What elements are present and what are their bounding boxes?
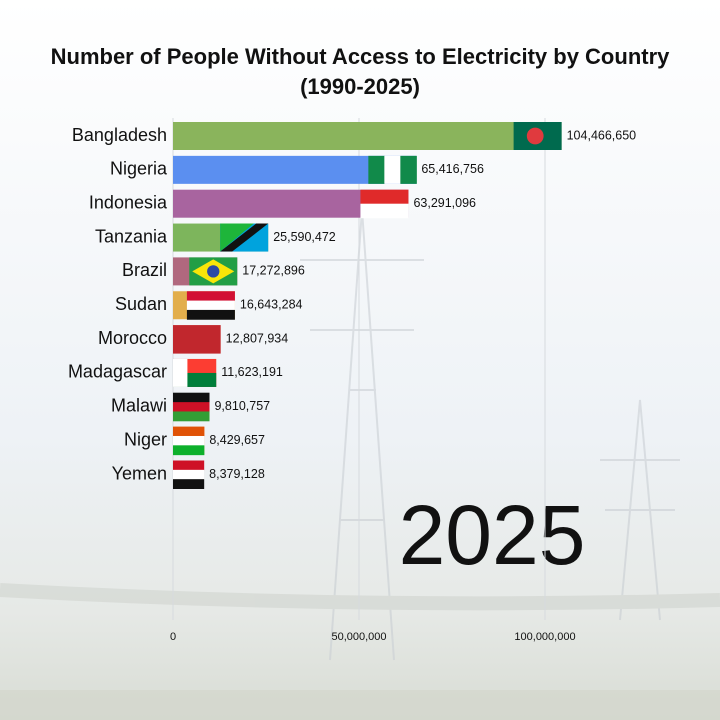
y-tick-label: Brazil xyxy=(122,260,167,280)
flag-part xyxy=(368,155,385,184)
flag-part xyxy=(526,127,544,145)
x-tick-label: 50,000,000 xyxy=(331,631,386,643)
y-tick-label: Indonesia xyxy=(89,192,168,212)
flag xyxy=(368,155,417,184)
y-tick-label: Yemen xyxy=(112,463,167,483)
value-label: 8,429,657 xyxy=(209,433,265,447)
y-tick-label: Niger xyxy=(124,429,167,449)
flag-part xyxy=(186,291,235,302)
flag-part xyxy=(173,426,205,437)
flag xyxy=(189,257,238,286)
flag-part xyxy=(173,435,205,446)
year-label: 2025 xyxy=(399,488,586,582)
value-label: 104,466,650 xyxy=(567,128,637,142)
chart-subtitle: (1990-2025) xyxy=(300,74,420,99)
flag-part xyxy=(186,300,235,311)
y-tick-label: Morocco xyxy=(98,328,167,348)
y-tick-label: Bangladesh xyxy=(72,125,167,145)
flag-part xyxy=(220,223,254,252)
flag-part xyxy=(173,445,205,456)
value-label: 17,272,896 xyxy=(242,264,305,278)
flag-part xyxy=(360,189,409,205)
flag xyxy=(513,122,562,150)
flag-part xyxy=(173,358,188,387)
y-tick-label: Tanzania xyxy=(95,226,168,246)
value-label: 8,379,128 xyxy=(209,467,265,481)
x-tick-label: 100,000,000 xyxy=(514,631,575,643)
y-tick-label: Madagascar xyxy=(68,362,167,382)
flag-part xyxy=(400,155,417,184)
flag-part xyxy=(384,155,401,184)
y-tick-label: Sudan xyxy=(115,294,167,314)
y-tick-label: Malawi xyxy=(111,396,167,416)
flag-part xyxy=(360,203,409,219)
plot: Bangladesh 104,466,650 Nigeria 65,416,756 In… xyxy=(68,122,636,489)
value-label: 12,807,934 xyxy=(226,331,289,345)
ground xyxy=(0,690,720,720)
flag xyxy=(360,189,409,219)
flag-part xyxy=(220,223,269,252)
flag xyxy=(173,392,210,422)
flag xyxy=(173,358,217,387)
chart-title: Number of People Without Access to Elect… xyxy=(51,44,671,69)
value-label: 63,291,096 xyxy=(413,196,476,210)
flag xyxy=(186,291,235,320)
flag-part xyxy=(173,392,210,403)
flag-part xyxy=(186,309,235,320)
flag-part xyxy=(173,469,205,480)
value-label: 9,810,757 xyxy=(214,399,270,413)
flag-part xyxy=(173,325,221,354)
flag xyxy=(220,223,269,252)
value-label: 65,416,756 xyxy=(421,162,484,176)
value-label: 11,623,191 xyxy=(221,365,283,379)
y-tick-label: Nigeria xyxy=(110,159,168,179)
flag-part xyxy=(173,479,205,489)
value-label: 16,643,284 xyxy=(240,298,303,312)
flag-part xyxy=(207,265,220,278)
flag-part xyxy=(173,460,205,471)
flag xyxy=(173,325,221,354)
bar xyxy=(173,122,562,150)
flag xyxy=(173,460,205,489)
flag-part xyxy=(173,411,210,422)
value-label: 25,590,472 xyxy=(273,230,336,244)
flag xyxy=(173,426,205,456)
x-tick-label: 0 xyxy=(170,631,176,643)
flag-part xyxy=(173,402,210,412)
